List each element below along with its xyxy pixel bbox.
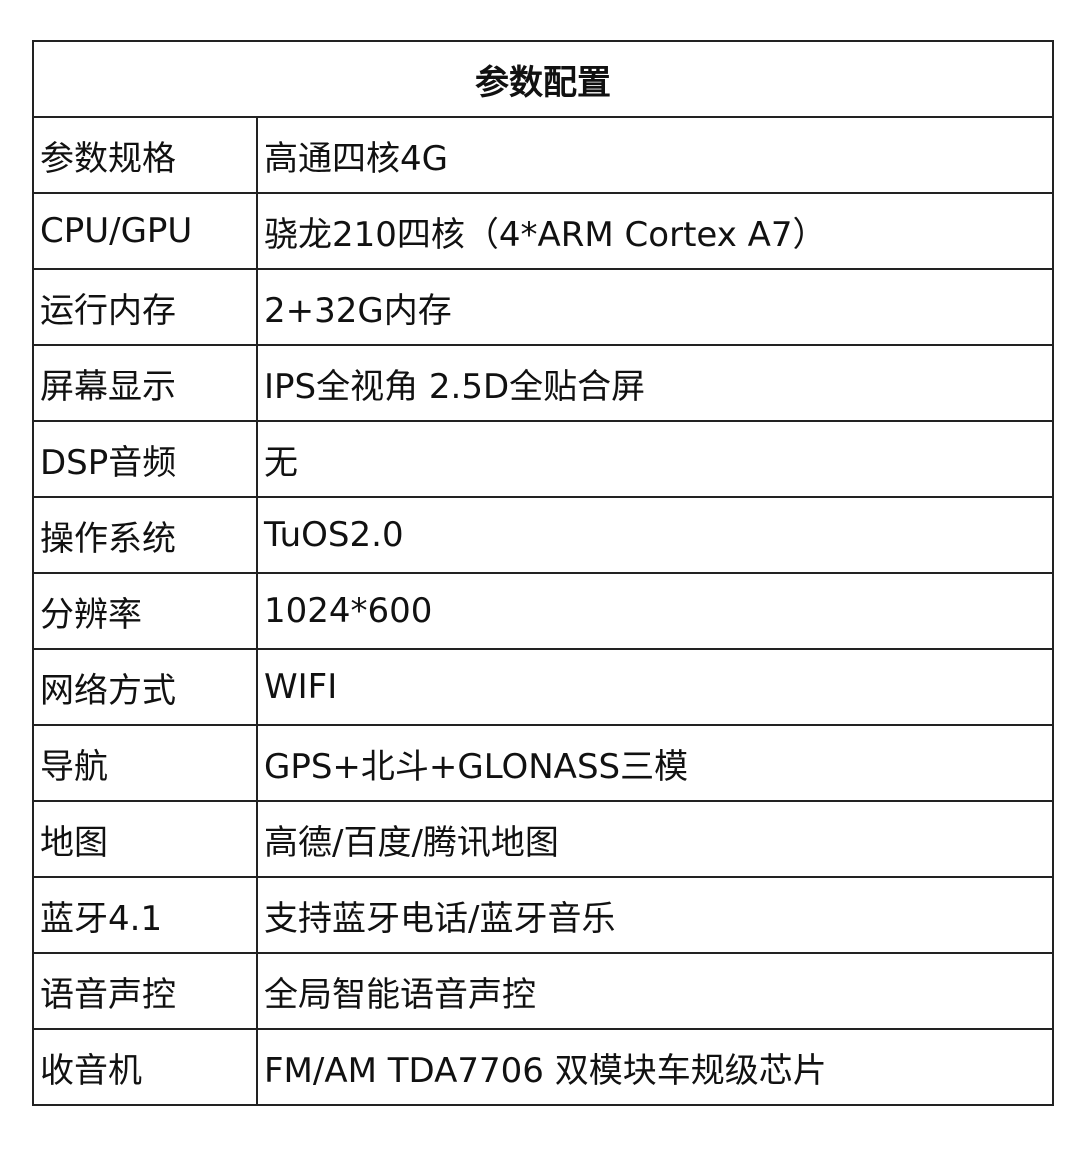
table-row: 语音声控 全局智能语音声控 (32, 952, 1054, 1030)
table-row: 地图 高德/百度/腾讯地图 (32, 800, 1054, 878)
spec-value: 高德/百度/腾讯地图 (256, 800, 1054, 878)
spec-value: TuOS2.0 (256, 496, 1054, 574)
spec-value: 骁龙210四核（4*ARM Cortex A7） (256, 192, 1054, 270)
table-row: 导航 GPS+北斗+GLONASS三模 (32, 724, 1054, 802)
table-row: 蓝牙4.1 支持蓝牙电话/蓝牙音乐 (32, 876, 1054, 954)
table-row: 网络方式 WIFI (32, 648, 1054, 726)
spec-label: 运行内存 (32, 268, 258, 346)
table-row: 运行内存 2+32G内存 (32, 268, 1054, 346)
table-row: 收音机 FM/AM TDA7706 双模块车规级芯片 (32, 1028, 1054, 1106)
spec-label: 操作系统 (32, 496, 258, 574)
spec-label: CPU/GPU (32, 192, 258, 270)
spec-label: 分辨率 (32, 572, 258, 650)
spec-label: 收音机 (32, 1028, 258, 1106)
spec-value: 支持蓝牙电话/蓝牙音乐 (256, 876, 1054, 954)
table-row: CPU/GPU 骁龙210四核（4*ARM Cortex A7） (32, 192, 1054, 270)
table-header-row: 参数配置 (32, 40, 1054, 118)
table-row: 参数规格 高通四核4G (32, 116, 1054, 194)
spec-value: WIFI (256, 648, 1054, 726)
table-title: 参数配置 (32, 40, 1054, 118)
table-row: 分辨率 1024*600 (32, 572, 1054, 650)
spec-label: 屏幕显示 (32, 344, 258, 422)
spec-value: 全局智能语音声控 (256, 952, 1054, 1030)
spec-table: 参数配置 参数规格 高通四核4G CPU/GPU 骁龙210四核（4*ARM Cort… (32, 40, 1054, 1106)
spec-value: GPS+北斗+GLONASS三模 (256, 724, 1054, 802)
table-row: 操作系统 TuOS2.0 (32, 496, 1054, 574)
spec-value: FM/AM TDA7706 双模块车规级芯片 (256, 1028, 1054, 1106)
spec-label: 语音声控 (32, 952, 258, 1030)
spec-label: DSP音频 (32, 420, 258, 498)
spec-label: 网络方式 (32, 648, 258, 726)
spec-value: 2+32G内存 (256, 268, 1054, 346)
spec-value: 高通四核4G (256, 116, 1054, 194)
spec-label: 地图 (32, 800, 258, 878)
spec-label: 蓝牙4.1 (32, 876, 258, 954)
spec-label: 参数规格 (32, 116, 258, 194)
spec-value: 1024*600 (256, 572, 1054, 650)
spec-value: IPS全视角 2.5D全贴合屏 (256, 344, 1054, 422)
table-row: 屏幕显示 IPS全视角 2.5D全贴合屏 (32, 344, 1054, 422)
spec-value: 无 (256, 420, 1054, 498)
spec-label: 导航 (32, 724, 258, 802)
table-row: DSP音频无 (32, 420, 1054, 498)
